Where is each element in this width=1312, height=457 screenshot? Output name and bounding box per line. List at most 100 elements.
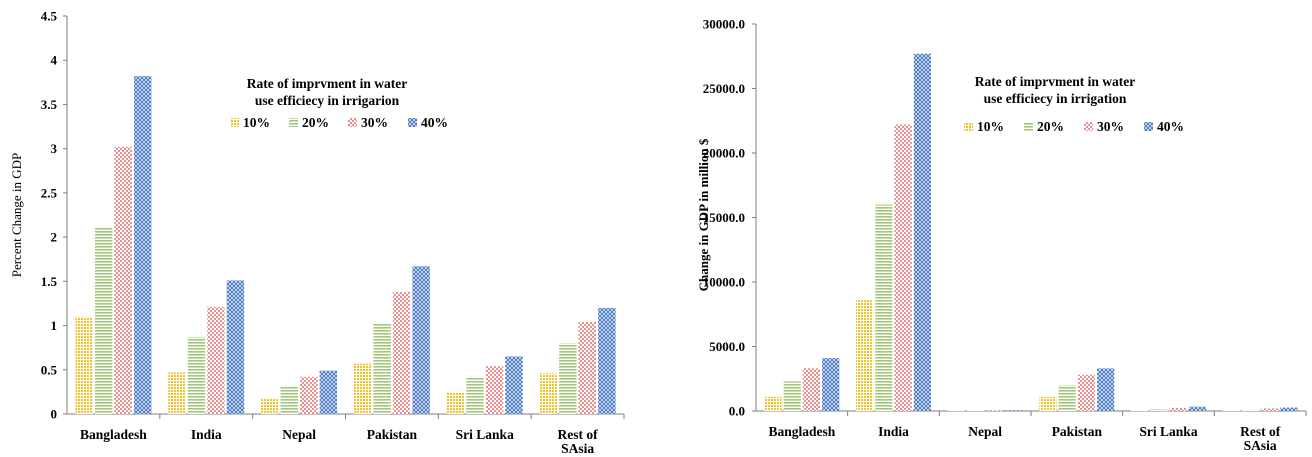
bar-40pct-pakistan (1097, 368, 1115, 411)
bar-10pct-sri-lanka (1131, 409, 1149, 411)
legend-swatch (230, 118, 239, 127)
legend-swatch (348, 118, 357, 127)
x-tick-label: Pakistan (1052, 424, 1103, 439)
bar-40pct-sri-lanka (1188, 406, 1206, 411)
bar-10pct-rest-of-sasia (539, 373, 558, 414)
bar-10pct-sri-lanka (446, 391, 465, 414)
bar-10pct-india (168, 372, 186, 414)
x-tick-label: India (191, 427, 222, 442)
chart-percent-change-gdp: 0 0.5 1 1.5 2 2.5 3 3.5 4 4.5 Percent Change in GD… (9, 9, 625, 456)
legend-swatch (289, 118, 298, 127)
bar-20pct-nepal (280, 385, 299, 414)
bar-20pct-rest-of-sasia (559, 343, 577, 414)
y-tick-label: 15000.0 (703, 210, 745, 225)
y-axis-label: Change in GDP in million $ (696, 138, 711, 291)
y-tick-label: 10000.0 (703, 275, 745, 290)
bar-20pct-india (187, 337, 206, 414)
bar-20pct-bangladesh (94, 226, 113, 414)
bar-20pct-nepal (966, 410, 985, 411)
bar-30pct-india (894, 124, 912, 412)
y-tick-label: 30000.0 (703, 17, 745, 32)
legend-entry-label: 10% (243, 115, 270, 130)
y-tick-label: 20000.0 (703, 146, 745, 161)
chart-change-gdp-million: 0.0 5000.0 10000.0 15000.0 20000.0 25000.0 300… (696, 17, 1307, 453)
bar-40pct-pakistan (412, 266, 430, 414)
x-tick-label: Sri Lanka (1139, 424, 1197, 439)
bar-20pct-sri-lanka (466, 376, 484, 414)
bar-10pct-pakistan (353, 363, 372, 414)
bar-30pct-sri-lanka (485, 366, 504, 414)
x-tick-label: India (878, 424, 909, 439)
x-tick-label: SAsia (1244, 438, 1277, 453)
y-tick-label: 1 (51, 318, 58, 333)
x-tick-label: Nepal (282, 427, 316, 442)
bar-30pct-pakistan (1077, 374, 1096, 411)
bar-40pct-nepal (1005, 410, 1023, 411)
legend-entry-label: 20% (302, 115, 329, 130)
y-tick-label: 2 (51, 230, 58, 245)
y-tick-label: 2.5 (41, 185, 58, 200)
bar-20pct-pakistan (373, 323, 391, 414)
x-tick-label: Bangladesh (768, 424, 835, 439)
bar-40pct-nepal (319, 370, 338, 414)
y-tick-label: 0 (51, 407, 58, 422)
y-tick-label: 4 (51, 53, 58, 68)
bar-40pct-bangladesh (133, 76, 152, 415)
bar-40pct-bangladesh (822, 358, 840, 411)
y-tick-label: 0.0 (729, 404, 745, 419)
legend-swatch (964, 122, 973, 131)
y-tick-label: 0.5 (41, 362, 58, 377)
bar-30pct-pakistan (392, 291, 411, 414)
bar-10pct-bangladesh (764, 396, 782, 411)
legend-entry-label: 20% (1037, 119, 1064, 134)
bar-20pct-bangladesh (783, 381, 801, 411)
bar-30pct-rest-of-sasia (1261, 408, 1279, 411)
x-tick-label: Pakistan (367, 427, 418, 442)
legend-swatch (408, 118, 417, 127)
bar-10pct-nepal (261, 398, 279, 414)
bar-40pct-sri-lanka (505, 356, 523, 414)
bar-40pct-rest-of-sasia (1280, 407, 1298, 411)
legend-swatch (1084, 122, 1093, 131)
bar-10pct-rest-of-sasia (1222, 410, 1240, 411)
legend-title-line: Rate of imprvment in water (975, 74, 1135, 89)
x-tick-label: Bangladesh (80, 427, 147, 442)
x-tick-label: Nepal (968, 424, 1002, 439)
y-tick-label: 4.5 (41, 9, 58, 24)
bar-10pct-nepal (947, 410, 965, 411)
bar-30pct-nepal (986, 410, 1004, 411)
y-tick-label: 5000.0 (709, 339, 745, 354)
y-axis-label: Percent Change in GDP (9, 153, 24, 278)
legend-entry-label: 40% (421, 115, 448, 130)
legend-entry-label: 30% (1097, 119, 1124, 134)
bar-10pct-bangladesh (75, 316, 93, 414)
legend-entry-label: 10% (977, 119, 1004, 134)
legend-title-line: use efficiecy in irrigarion (255, 93, 400, 108)
x-tick-label: Rest of (558, 427, 599, 442)
legend-entry-label: 30% (361, 115, 388, 130)
bar-30pct-nepal (300, 376, 318, 414)
bar-30pct-bangladesh (802, 368, 821, 411)
bar-10pct-india (856, 300, 874, 411)
bar-20pct-rest-of-sasia (1241, 409, 1260, 411)
bar-20pct-sri-lanka (1150, 409, 1168, 411)
bar-10pct-pakistan (1039, 396, 1057, 411)
bar-40pct-rest-of-sasia (598, 307, 616, 414)
bar-20pct-india (875, 204, 893, 411)
bar-30pct-bangladesh (114, 146, 132, 415)
bar-20pct-pakistan (1058, 385, 1076, 411)
y-tick-label: 1.5 (41, 274, 58, 289)
legend-title-line: use efficiecy in irrigation (984, 91, 1127, 106)
legend-swatch (1024, 122, 1033, 131)
bar-30pct-sri-lanka (1169, 407, 1187, 411)
bar-30pct-rest-of-sasia (578, 322, 597, 414)
legend-title-line: Rate of imprvment in water (247, 76, 407, 91)
bar-30pct-india (207, 306, 225, 414)
x-tick-label: Rest of (1240, 424, 1281, 439)
bar-40pct-india (226, 280, 245, 414)
y-tick-label: 3 (51, 141, 58, 156)
x-tick-label: Sri Lanka (456, 427, 514, 442)
bar-40pct-india (913, 53, 931, 412)
